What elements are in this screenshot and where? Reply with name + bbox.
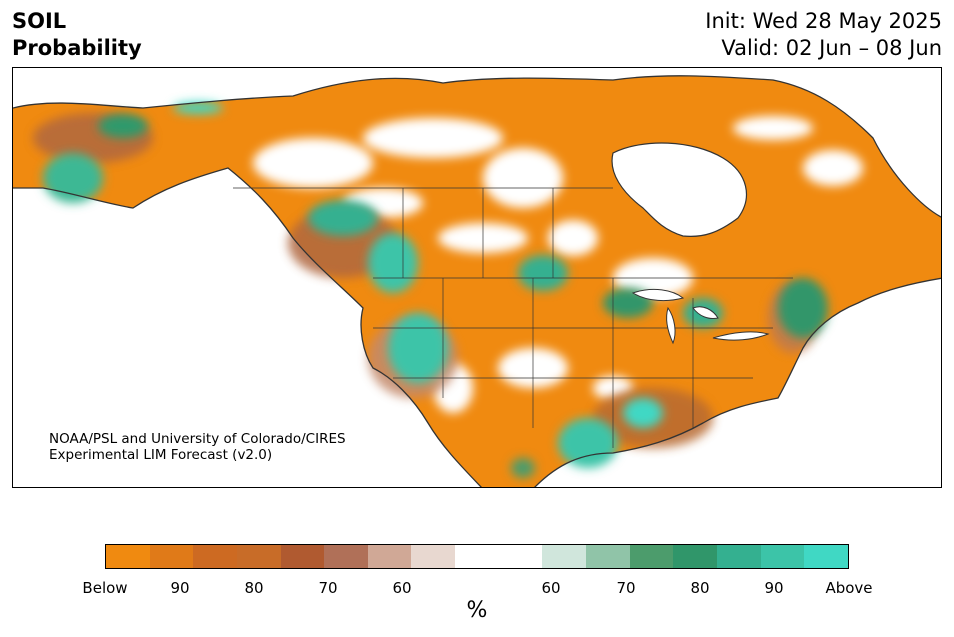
- title-line-1: SOIL: [12, 9, 67, 33]
- colorbar-tick-label: Above: [825, 579, 873, 597]
- map-credit: NOAA/PSL and University of Colorado/CIRE…: [49, 431, 346, 463]
- colorbar-tick-label: 60: [392, 579, 412, 597]
- title-line-2: Probability: [12, 36, 142, 60]
- colorbar-swatch: [411, 545, 456, 568]
- above-normal-areas: [43, 102, 828, 478]
- colorbar-swatch: [629, 545, 674, 568]
- init-date: Init: Wed 28 May 2025: [705, 9, 942, 33]
- colorbar-swatch: [498, 545, 543, 568]
- colorbar-swatch: [586, 545, 630, 568]
- map-canvas: [13, 75, 941, 487]
- colorbar-swatch: [455, 545, 499, 568]
- state-borders: [233, 187, 793, 448]
- colorbar-tick-label: 70: [616, 579, 636, 597]
- colorbar-swatch: [367, 545, 412, 568]
- colorbar: [105, 544, 849, 569]
- forecast-map: [12, 67, 942, 488]
- hudson-bay: [611, 142, 747, 238]
- colorbar-tick-label: 90: [764, 579, 784, 597]
- map-title: SOIL Probability: [12, 8, 142, 62]
- colorbar-tick-label: 70: [318, 579, 338, 597]
- colorbar-swatch: [324, 545, 368, 568]
- colorbar-swatch: [804, 545, 848, 568]
- colorbar-swatch: [760, 545, 805, 568]
- colorbar-swatch: [716, 545, 761, 568]
- colorbar-swatch: [106, 545, 150, 568]
- colorbar-swatch: [542, 545, 587, 568]
- credit-line-1: NOAA/PSL and University of Colorado/CIRE…: [49, 431, 346, 447]
- colorbar-unit-label: %: [466, 598, 488, 623]
- colorbar-tick-label: 80: [690, 579, 710, 597]
- colorbar-swatch: [280, 545, 325, 568]
- colorbar-swatch: [673, 545, 717, 568]
- credit-line-2: Experimental LIM Forecast (v2.0): [49, 447, 273, 463]
- colorbar-tick-label: 60: [541, 579, 561, 597]
- valid-date: Valid: 02 Jun – 08 Jun: [721, 36, 942, 60]
- coastlines: [13, 75, 941, 487]
- colorbar-swatch: [193, 545, 237, 568]
- colorbar-tick-label: Below: [82, 579, 128, 597]
- colorbar-tick-label: 80: [244, 579, 264, 597]
- forecast-dates: Init: Wed 28 May 2025 Valid: 02 Jun – 08…: [705, 8, 942, 62]
- colorbar-swatch: [236, 545, 281, 568]
- colorbar-swatch: [149, 545, 194, 568]
- great-lakes: [631, 288, 770, 345]
- colorbar-tick-label: 90: [170, 579, 190, 597]
